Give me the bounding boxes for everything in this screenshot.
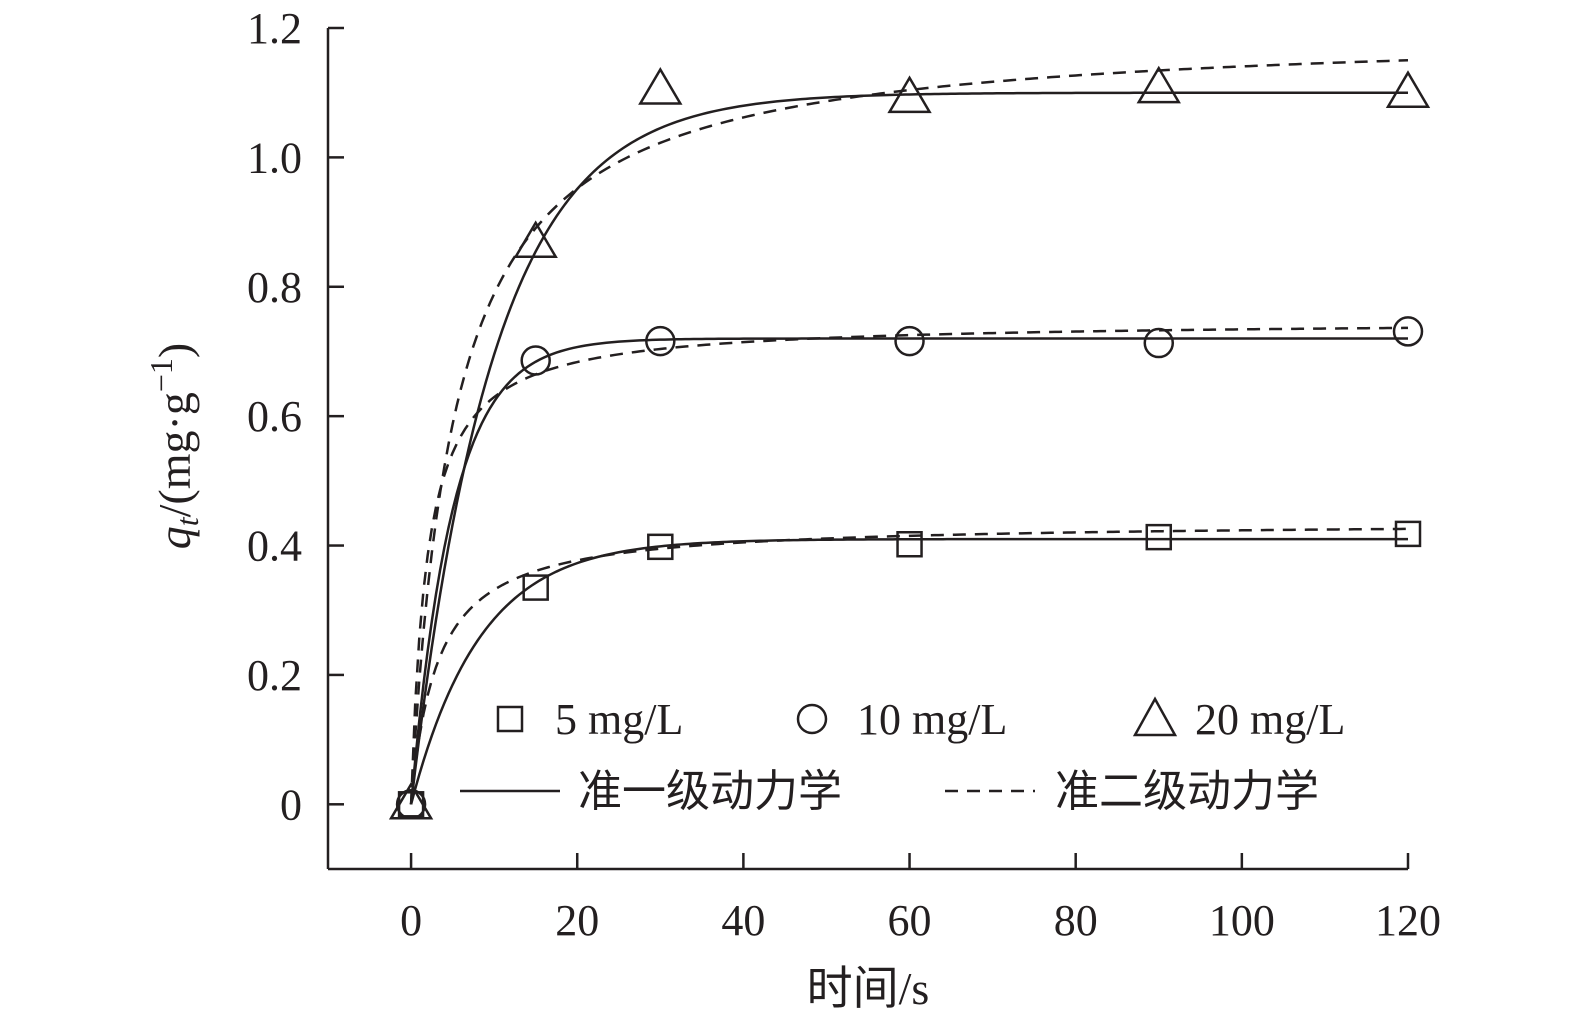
data-point-circle bbox=[894, 325, 925, 357]
data-point-triangle bbox=[1385, 70, 1431, 108]
legend-label-pfo: 准一级动力学 bbox=[578, 767, 842, 816]
y-axis-title: qt/(mg·g−1) bbox=[143, 343, 205, 549]
pfo-curve-series-2 bbox=[409, 337, 1408, 805]
x-tick-label: 40 bbox=[721, 896, 765, 945]
legend-circle-marker bbox=[796, 703, 828, 735]
legend-square-marker bbox=[496, 705, 524, 733]
y-tick-label: 0.6 bbox=[247, 392, 302, 441]
y-tick-label: 1.2 bbox=[247, 4, 302, 53]
x-tick-label: 60 bbox=[888, 896, 932, 945]
legend-label-pso: 准二级动力学 bbox=[1055, 767, 1319, 816]
data-point-triangle bbox=[513, 220, 558, 259]
y-tick-label: 0.4 bbox=[247, 522, 302, 571]
fit-curves bbox=[409, 59, 1409, 805]
data-point-triangle bbox=[388, 781, 434, 820]
x-tick-label: 20 bbox=[555, 896, 599, 945]
data-point-triangle bbox=[887, 75, 932, 114]
pso-curve-series-3 bbox=[409, 59, 1409, 805]
data-point-square bbox=[647, 533, 674, 561]
y-axis-subscript: t bbox=[169, 516, 205, 526]
y-axis-exponent: −1 bbox=[143, 358, 179, 392]
data-point-square bbox=[1145, 523, 1173, 551]
data-point-triangle bbox=[1136, 65, 1181, 104]
x-tick-label: 120 bbox=[1375, 896, 1441, 945]
legend-label-10: 10 mg/L bbox=[857, 695, 1007, 744]
y-tick-label: 0 bbox=[280, 780, 302, 829]
data-point-square bbox=[1394, 520, 1422, 548]
y-axis-symbol: q bbox=[149, 526, 200, 549]
pso-curve-series-1 bbox=[409, 527, 1409, 805]
x-axis-title: 时间/s bbox=[807, 963, 930, 1014]
y-axis-unit-prefix: /(mg·g bbox=[149, 392, 200, 517]
legend-triangle-marker bbox=[1132, 696, 1178, 737]
y-tick-label: 0.8 bbox=[247, 263, 302, 312]
axes: 0 0.2 0.4 0.6 0.8 1.0 1.2 0 20 40 60 80 100 120 bbox=[247, 4, 1441, 945]
data-point-circle bbox=[520, 345, 551, 376]
x-tick-label: 100 bbox=[1209, 896, 1275, 945]
data-points bbox=[388, 65, 1431, 820]
legend-label-20: 20 mg/L bbox=[1195, 695, 1345, 744]
data-point-circle bbox=[1143, 327, 1175, 359]
pso-curve-series-2 bbox=[409, 326, 1409, 805]
x-tick-label: 0 bbox=[400, 896, 422, 945]
y-tick-label: 0.2 bbox=[247, 651, 302, 700]
data-point-circle bbox=[1392, 316, 1424, 347]
legend-label-5: 5 mg/L bbox=[555, 695, 683, 744]
data-point-square bbox=[896, 530, 923, 558]
data-point-square bbox=[522, 574, 549, 601]
data-point-circle bbox=[645, 325, 676, 357]
data-point-triangle bbox=[638, 66, 683, 105]
y-axis-unit-suffix: ) bbox=[149, 343, 200, 358]
pfo-curve-series-1 bbox=[409, 537, 1408, 805]
x-tick-label: 80 bbox=[1054, 896, 1098, 945]
pfo-curve-series-3 bbox=[409, 91, 1408, 805]
y-tick-label: 1.0 bbox=[247, 133, 302, 182]
legend: 5 mg/L 10 mg/L 20 mg/L 准一级动力学 准二级动力学 bbox=[460, 695, 1345, 816]
